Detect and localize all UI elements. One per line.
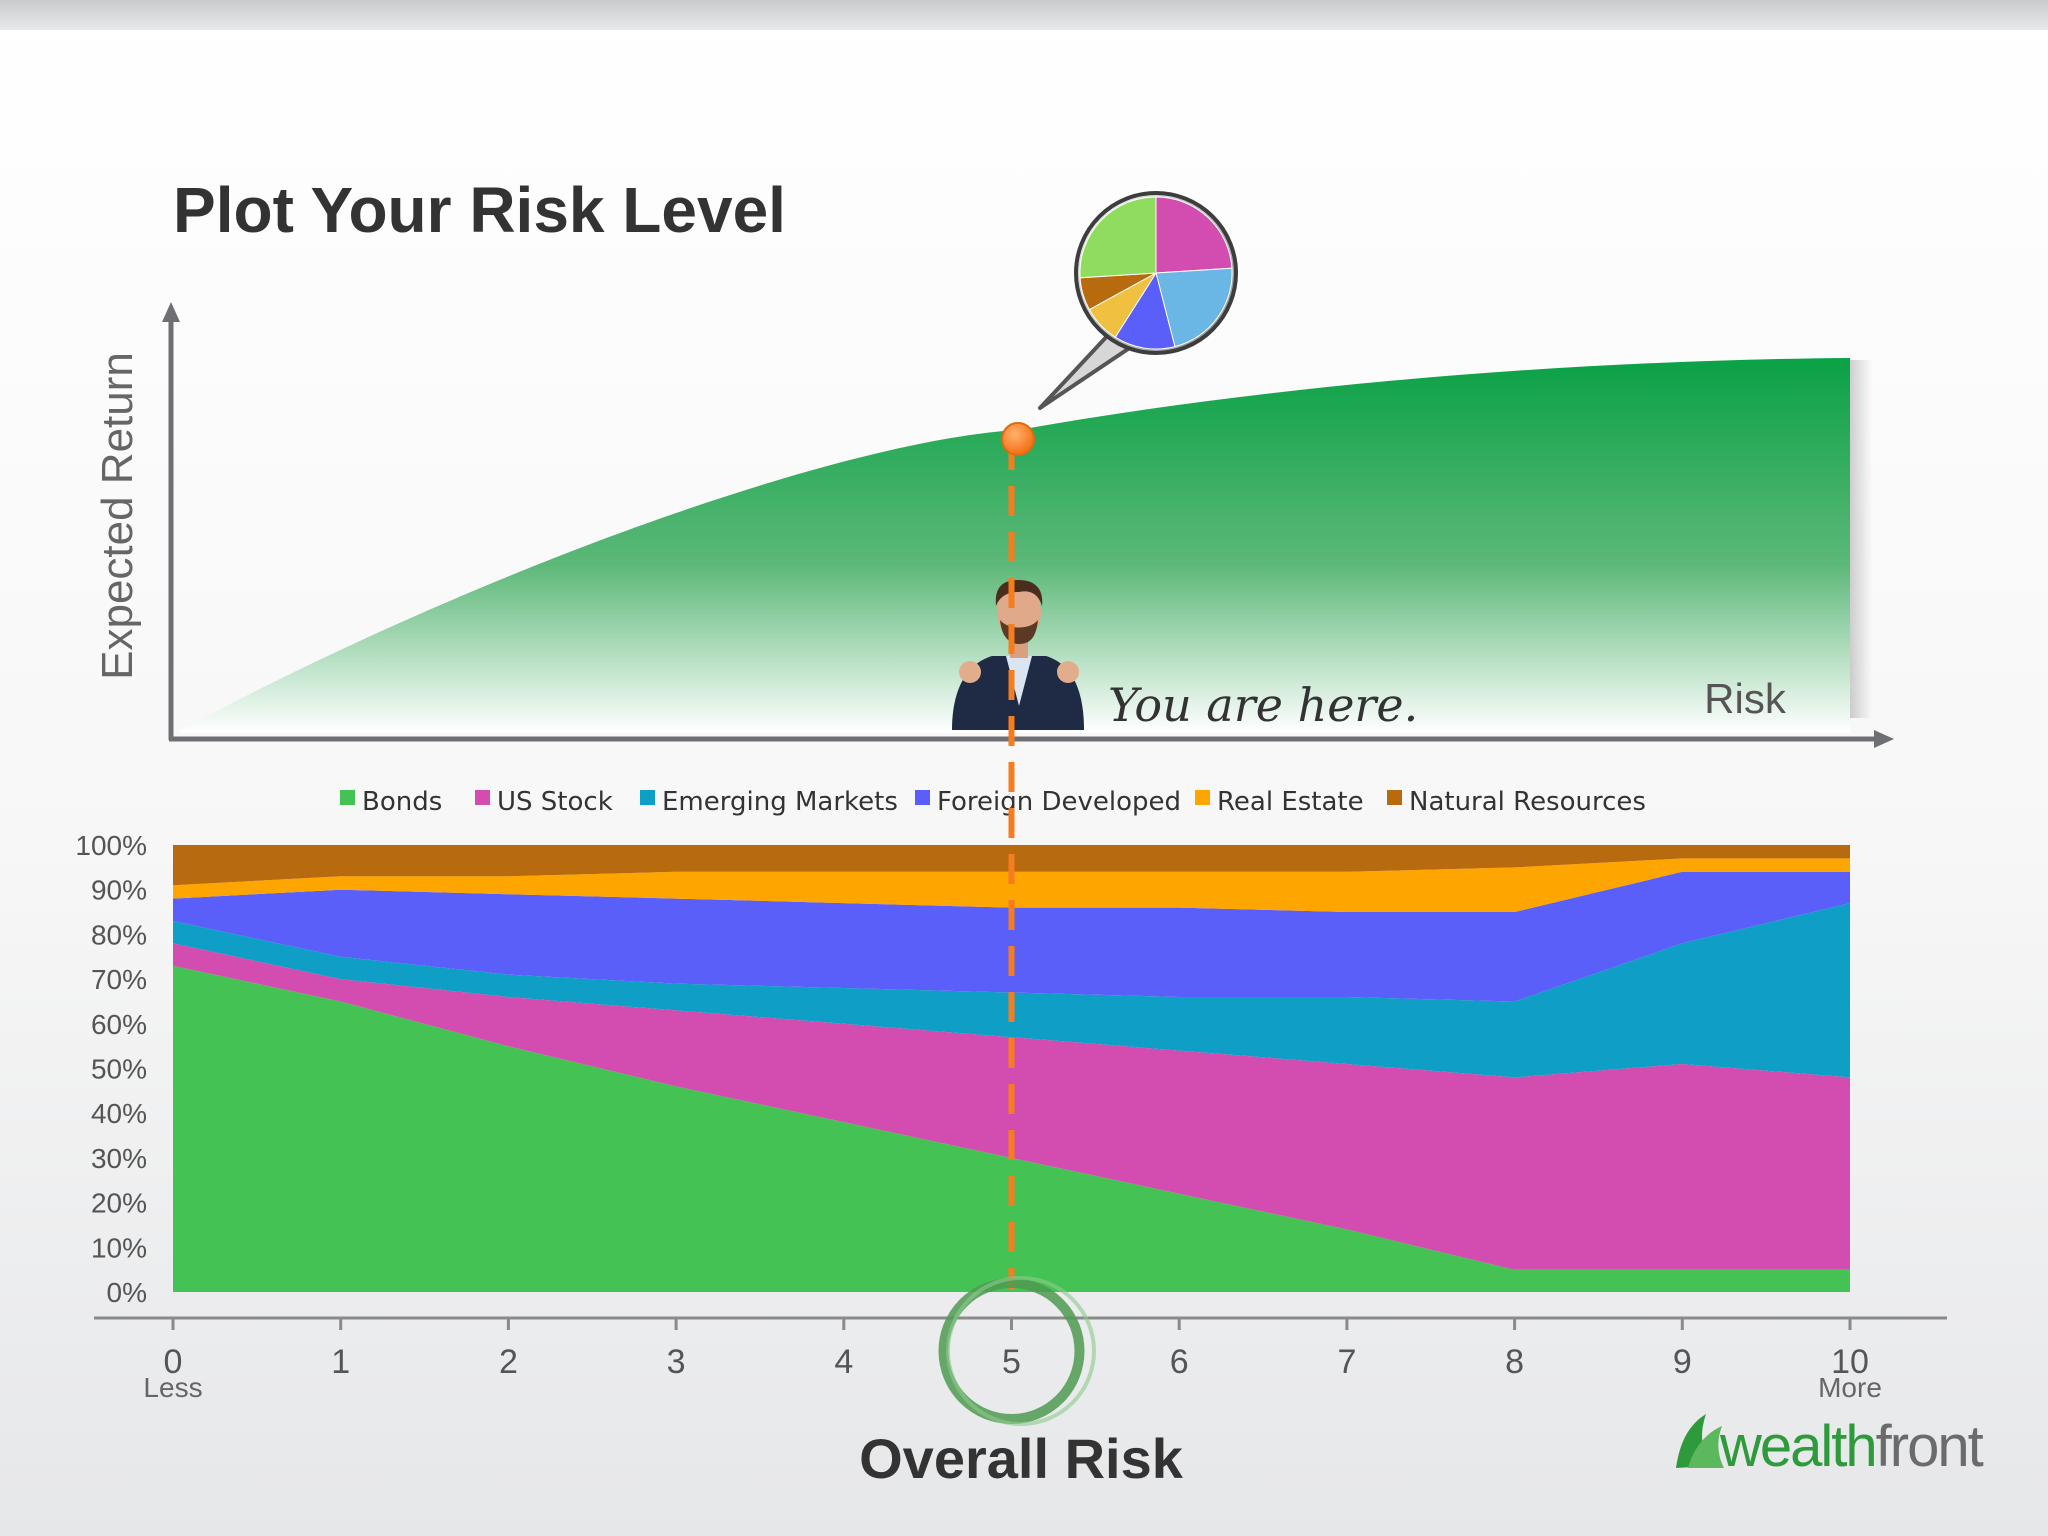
return-curve-area — [180, 358, 1850, 733]
shirt-collar — [1006, 656, 1032, 706]
legend-label: Real Estate — [1217, 787, 1364, 817]
selected-risk-ring-outer — [946, 1276, 1096, 1426]
pie-slice — [1114, 271, 1176, 350]
logo-wordmark: wealthfront — [1719, 1414, 1984, 1479]
legend-item-natural-resources: Natural Resources — [1387, 787, 1646, 817]
legend-swatch — [1195, 790, 1210, 805]
legend-item-real-estate: Real Estate — [1195, 787, 1364, 817]
portfolio-pie-bubble — [1038, 191, 1238, 410]
y-tick-label: 20% — [91, 1188, 147, 1219]
right-fist — [1057, 661, 1079, 683]
y-tick-label: 30% — [91, 1143, 147, 1174]
y-tick-label: 90% — [91, 875, 147, 906]
pie-slice — [1155, 196, 1233, 274]
legend-swatch — [1387, 790, 1402, 805]
legend-item-emerging-markets: Emerging Markets — [640, 787, 898, 817]
y-tick-label: 40% — [91, 1098, 147, 1129]
top-bar — [0, 0, 2048, 30]
right-arm — [1040, 660, 1075, 704]
legend-label: Foreign Developed — [937, 787, 1181, 817]
area-bonds — [173, 965, 1850, 1292]
x-tick-label: 5 — [1002, 1343, 1021, 1381]
y-tick-labels: 0% 10% 20% 30% 40% 50% 60% 70% 80% 90% 100% — [75, 830, 147, 1308]
you-are-here-annotation: You are here. — [1108, 678, 1418, 732]
x-axis-arrow — [1874, 730, 1894, 748]
x-axis-title: Overall Risk — [859, 1427, 1184, 1490]
y-axis-label: Expected Return — [93, 352, 142, 680]
y-tick-label: 70% — [91, 964, 147, 995]
portfolio-pie — [1079, 196, 1233, 350]
legend-item-bonds: Bonds — [340, 787, 442, 817]
x-tick-label: 10 — [1831, 1343, 1869, 1381]
legend-label: US Stock — [497, 787, 613, 817]
legend-swatch — [475, 790, 490, 805]
x-sublabel-more: More — [1818, 1372, 1882, 1403]
legend: Bonds US Stock Emerging Markets Foreign Dev… — [340, 787, 1646, 817]
legend-item-us-stock: US Stock — [475, 787, 613, 817]
x-tick-label: 2 — [499, 1343, 518, 1381]
you-are-here-marker — [1001, 422, 1035, 456]
x-sublabel-less: Less — [143, 1372, 202, 1403]
y-tick-label: 100% — [75, 830, 147, 861]
legend-swatch — [915, 790, 930, 805]
curve-shadow — [1850, 360, 1872, 718]
area-real-estate — [173, 858, 1850, 912]
legend-label: Emerging Markets — [662, 787, 898, 817]
x-tick-label: 1 — [331, 1343, 350, 1381]
x-tick-label: 3 — [667, 1343, 686, 1381]
left-arm — [963, 660, 998, 704]
x-tick-label: 6 — [1170, 1343, 1189, 1381]
legend-swatch — [640, 790, 655, 805]
y-axis-arrow — [162, 302, 180, 322]
area-emerging-markets — [173, 903, 1850, 1078]
y-tick-label: 60% — [91, 1009, 147, 1040]
pie-slice — [1155, 267, 1233, 348]
x-tick-label: 7 — [1337, 1343, 1356, 1381]
x-tick-label: 0 — [164, 1343, 183, 1381]
expected-return-chart: Expected Return Risk You are here. — [93, 302, 1894, 748]
legend-label: Natural Resources — [1409, 787, 1646, 817]
x-axis-label: Risk — [1704, 675, 1787, 722]
y-tick-label: 80% — [91, 919, 147, 950]
y-tick-label: 10% — [91, 1232, 147, 1263]
y-tick-label: 50% — [91, 1054, 147, 1085]
logo-leaf-icon-2 — [1688, 1426, 1724, 1468]
x-tick-label: 9 — [1673, 1343, 1692, 1381]
y-tick-label: 0% — [107, 1277, 147, 1308]
legend-label: Bonds — [362, 787, 442, 817]
hair — [995, 580, 1043, 606]
legend-item-foreign-developed: Foreign Developed — [915, 787, 1181, 817]
selected-risk-ring — [938, 1278, 1085, 1424]
left-fist — [959, 661, 981, 683]
x-tick-label: 4 — [834, 1343, 853, 1381]
area-foreign-developed — [173, 871, 1850, 1002]
wealthfront-logo: wealthfront — [1676, 1414, 1986, 1479]
x-tick-label: 8 — [1505, 1343, 1524, 1381]
page-title: Plot Your Risk Level — [173, 174, 786, 246]
pie-slice — [1079, 196, 1157, 279]
legend-swatch — [340, 790, 355, 805]
